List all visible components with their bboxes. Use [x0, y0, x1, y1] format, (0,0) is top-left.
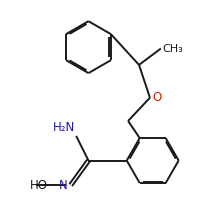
Text: N: N: [58, 179, 67, 192]
Text: HO: HO: [30, 179, 48, 192]
Text: CH₃: CH₃: [162, 44, 182, 53]
Text: O: O: [151, 91, 161, 104]
Text: H₂N: H₂N: [52, 121, 74, 134]
